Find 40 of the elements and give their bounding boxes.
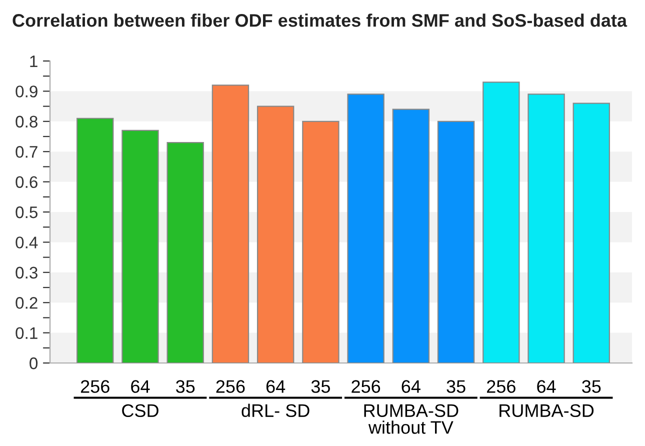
x-tick-label: 35 (176, 380, 195, 393)
bar (482, 82, 520, 363)
x-tick-label: 35 (446, 380, 466, 393)
text: CSD (122, 404, 158, 418)
chart-title: Correlation between fiber ODF estimates from SMF and SoS-based data (12, 14, 628, 27)
y-tick-label: 0.7 (16, 146, 38, 158)
x-tick-label: 256 (216, 380, 245, 393)
bar (347, 94, 384, 363)
y-tick-label: 0.1 (16, 327, 38, 340)
bar (302, 120, 340, 363)
bar (437, 120, 475, 363)
x-tick-label: 256 (80, 380, 110, 393)
x-tick-label: 64 (402, 380, 420, 393)
y-tick-label: 0 (30, 357, 38, 370)
y-tick-label: 0.5 (16, 206, 38, 218)
y-tick-label: 0.9 (16, 86, 38, 98)
y-tick-label: 0.8 (16, 116, 38, 128)
text: RUMBA-SD (500, 404, 594, 418)
text: RUMBA-SD without TV (364, 404, 458, 434)
bar (392, 108, 430, 363)
bar (528, 94, 565, 363)
bar (122, 130, 159, 363)
bar (212, 84, 250, 363)
bar (256, 106, 294, 363)
x-tick-label: 35 (582, 380, 601, 393)
text: dRL- SD (242, 404, 310, 418)
y-tick-label: 0.6 (16, 176, 38, 188)
y-tick-label: 0.3 (16, 266, 38, 279)
y-tick-label: 0.2 (16, 297, 38, 309)
bar (166, 142, 204, 363)
y-tick-label: 0.4 (16, 236, 38, 248)
bar (76, 118, 114, 363)
x-tick-label: 256 (487, 380, 516, 393)
x-tick-label: 64 (131, 380, 150, 393)
y-tick-label: 1 (30, 56, 38, 68)
bar (572, 102, 610, 363)
x-tick-label: 64 (266, 380, 286, 393)
x-tick-label: 256 (352, 380, 380, 393)
x-tick-label: 64 (537, 380, 556, 393)
x-tick-label: 35 (311, 380, 330, 393)
